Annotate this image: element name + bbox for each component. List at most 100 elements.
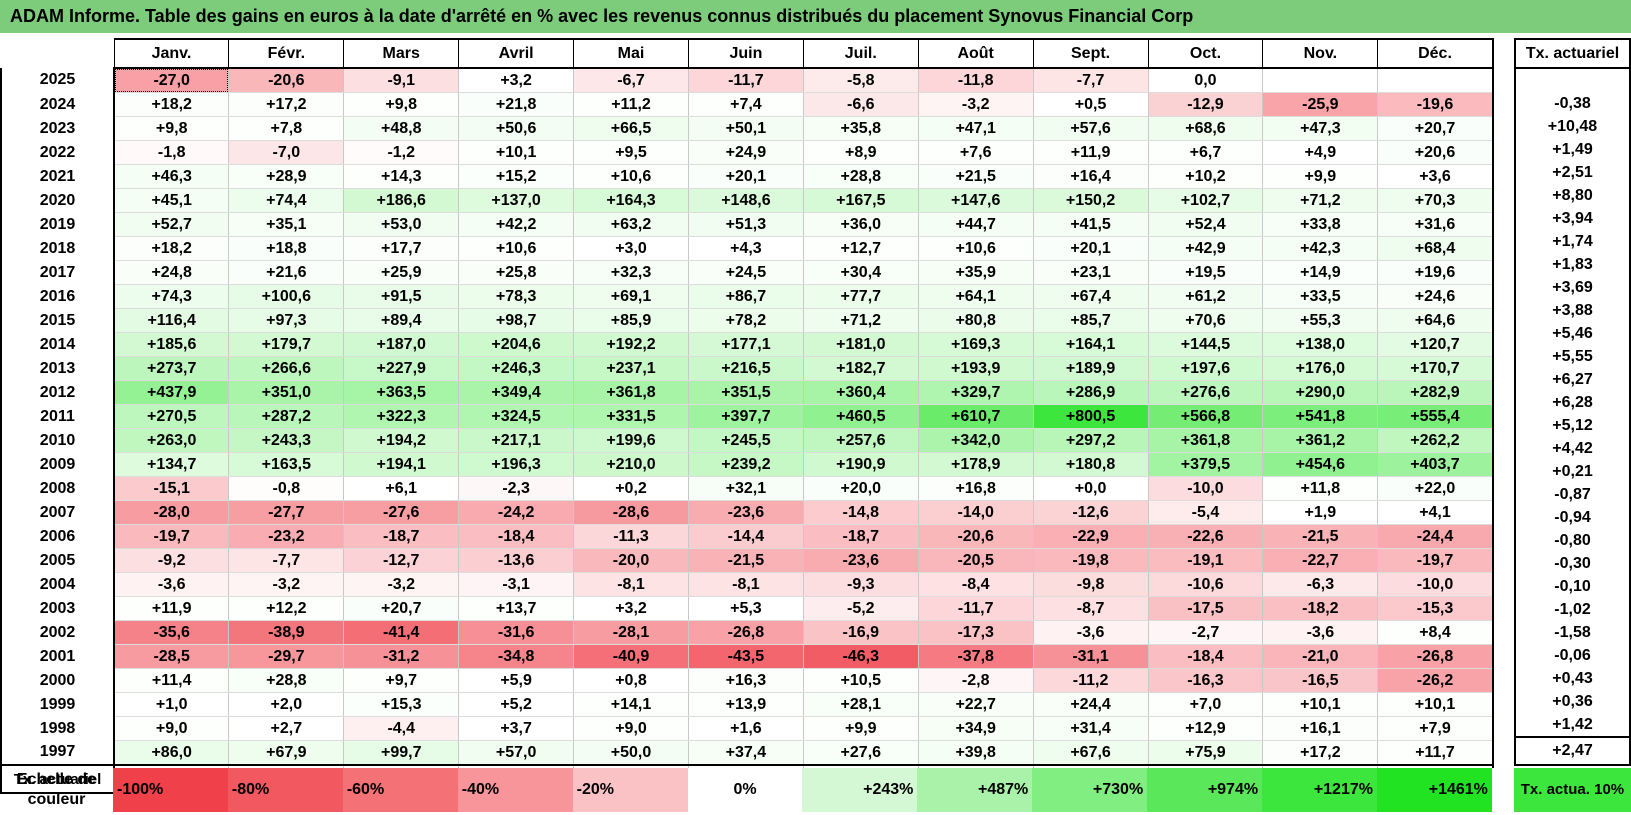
gain-cell: -22,7 <box>1262 548 1379 573</box>
gain-cell: +1,6 <box>687 716 804 741</box>
actuarial-row: -0,10 <box>1514 575 1631 598</box>
page-title: ADAM Informe. Table des gains en euros à… <box>0 0 1631 33</box>
gain-cell: +164,1 <box>1032 332 1149 357</box>
gain-cell: +35,8 <box>802 116 919 141</box>
actuarial-rate: +3,69 <box>1514 276 1631 299</box>
gain-cell: +182,7 <box>802 356 919 381</box>
gain-cell: +9,0 <box>113 716 230 741</box>
actuarial-rate: +5,12 <box>1514 414 1631 437</box>
gain-cell: +42,9 <box>1147 236 1264 261</box>
gain-cell: +189,9 <box>1032 356 1149 381</box>
gain-cell: +44,7 <box>917 212 1034 237</box>
gain-cell: +85,7 <box>1032 308 1149 333</box>
year-row: 2001 -28,5 -29,7 -31,2 -34,8 -40,9 -43,5 -46,3-… <box>0 644 1494 669</box>
gain-cell: +64,6 <box>1377 308 1494 333</box>
gain-cell: -7,7 <box>228 548 345 573</box>
actuarial-table: Tx. actuariel -0,38 +10,48 +1,49 +2,51 +8,80… <box>1514 38 1631 766</box>
gain-cell: +20,7 <box>1377 116 1494 141</box>
year-label: 2019 <box>0 212 115 237</box>
color-scale-step: +1217% <box>1262 768 1377 812</box>
gain-cell: +0,8 <box>573 668 689 693</box>
gain-cell: -38,9 <box>228 620 345 645</box>
year-label: 2024 <box>0 92 115 117</box>
gain-cell: +51,3 <box>687 212 804 237</box>
year-row: 2010 +263,0 +243,3 +194,2 +217,1 +199,6 +245,5… <box>0 428 1494 453</box>
gain-cell: +349,4 <box>458 380 575 405</box>
gain-cell: -41,4 <box>343 620 460 645</box>
color-scale-step: +730% <box>1032 768 1148 812</box>
gain-cell: -22,9 <box>1032 524 1149 549</box>
gain-cell: -3,2 <box>343 572 460 597</box>
year-row: 2013 +273,7 +266,6 +227,9 +246,3 +237,1 +216,5… <box>0 356 1494 381</box>
gain-cell: +262,2 <box>1377 428 1494 453</box>
gain-cell: +17,2 <box>1262 740 1379 766</box>
year-label: 2021 <box>0 164 115 189</box>
gain-cell: -21,5 <box>1262 524 1379 549</box>
gain-cell: -8,1 <box>687 572 804 597</box>
gain-cell: +363,5 <box>343 380 460 405</box>
gain-cell: +192,2 <box>573 332 689 357</box>
color-scale-step: +243% <box>802 768 918 812</box>
year-label: 2017 <box>0 260 115 285</box>
gain-cell: +204,6 <box>458 332 575 357</box>
year-row: 2019 +52,7 +35,1 +53,0 +42,2 +63,2 +51,3 +36,0 +… <box>0 212 1494 237</box>
actuarial-total: +2,47 <box>1514 736 1631 766</box>
year-row: 2004 -3,6 -3,2 -3,2 -3,1 -8,1 -8,1 -9,3 -8,4 -9,8… <box>0 572 1494 597</box>
gain-cell: -18,4 <box>1147 644 1264 669</box>
gain-cell: +10,6 <box>917 236 1034 261</box>
gain-cell: +35,9 <box>917 260 1034 285</box>
month-header: Déc. <box>1377 38 1494 69</box>
gain-cell: +177,1 <box>687 332 804 357</box>
year-row: 2003 +11,9 +12,2 +20,7 +13,7 +3,2 +5,3 -5,2 -11,… <box>0 596 1494 621</box>
gain-cell: +134,7 <box>113 452 230 477</box>
actuarial-row: -0,06 <box>1514 644 1631 667</box>
gain-cell: +237,1 <box>573 356 689 381</box>
gain-cell: +1,9 <box>1262 500 1379 525</box>
actuarial-rate: +6,27 <box>1514 368 1631 391</box>
year-label: 2023 <box>0 116 115 141</box>
gain-cell: -11,2 <box>1032 668 1149 693</box>
gain-cell: +0,2 <box>573 476 689 501</box>
gain-cell: +39,8 <box>917 740 1034 766</box>
gain-cell: -2,8 <box>917 668 1034 693</box>
actuarial-row: -0,30 <box>1514 552 1631 575</box>
gain-cell: +243,3 <box>228 428 345 453</box>
color-scale-label: Echelle de couleur <box>16 771 97 808</box>
gain-cell: +10,6 <box>458 236 575 261</box>
gain-cell: -19,1 <box>1147 548 1264 573</box>
gain-cell: +170,7 <box>1377 356 1494 381</box>
gain-cell: +21,5 <box>917 164 1034 189</box>
gain-cell: -9,8 <box>1032 572 1149 597</box>
gain-cell: -10,6 <box>1147 572 1264 597</box>
gain-cell: -22,6 <box>1147 524 1264 549</box>
gain-cell: -10,0 <box>1377 572 1494 597</box>
gain-cell: +24,8 <box>113 260 230 285</box>
gain-cell: +197,6 <box>1147 356 1264 381</box>
actuarial-rate: +3,94 <box>1514 207 1631 230</box>
gain-cell: +20,0 <box>802 476 919 501</box>
gain-cell: -43,5 <box>687 644 804 669</box>
actuarial-rate: +8,80 <box>1514 184 1631 207</box>
gain-cell: +33,5 <box>1262 284 1379 309</box>
gain-cell: +2,0 <box>228 692 345 717</box>
gain-cell: +28,9 <box>228 164 345 189</box>
color-scale: Echelle de couleur -100% -80% -60% -40% -20%… <box>0 768 1631 812</box>
actuarial-row: +1,74 <box>1514 230 1631 253</box>
year-label: 2018 <box>0 236 115 261</box>
actuarial-row: +0,43 <box>1514 667 1631 690</box>
year-label: 2011 <box>0 404 115 429</box>
gain-cell: +2,7 <box>228 716 345 741</box>
actuarial-row: -0,94 <box>1514 506 1631 529</box>
gain-cell: +179,7 <box>228 332 345 357</box>
actuarial-rate: +2,51 <box>1514 161 1631 184</box>
gain-cell: +324,5 <box>458 404 575 429</box>
gain-cell: -23,6 <box>687 500 804 525</box>
gain-cell: +185,6 <box>113 332 230 357</box>
actuarial-row: -1,02 <box>1514 598 1631 621</box>
gain-cell: +78,2 <box>687 308 804 333</box>
gain-cell: +194,1 <box>343 452 460 477</box>
gain-cell: -37,8 <box>917 644 1034 669</box>
gain-cell: +120,7 <box>1377 332 1494 357</box>
actuarial-rate: +5,55 <box>1514 345 1631 368</box>
gain-cell: +34,9 <box>917 716 1034 741</box>
